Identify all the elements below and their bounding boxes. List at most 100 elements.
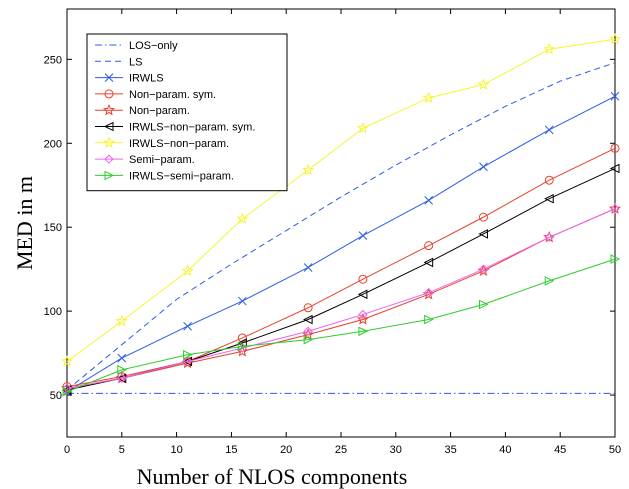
data-point xyxy=(358,274,368,284)
data-point xyxy=(303,314,313,325)
data-point xyxy=(478,229,488,239)
data-point xyxy=(544,276,555,286)
data-point xyxy=(423,257,434,268)
x-tick-label: 25 xyxy=(335,444,347,456)
series-2 xyxy=(62,91,620,397)
data-point xyxy=(357,289,368,300)
series-1 xyxy=(66,62,616,391)
data-point xyxy=(609,163,620,174)
data-point xyxy=(544,193,554,204)
data-point xyxy=(610,143,620,153)
x-tick-label: 0 xyxy=(64,444,70,456)
legend-label: Semi−param. xyxy=(129,154,195,166)
series-line xyxy=(66,38,616,362)
legend-label: IRWLS−semi−param. xyxy=(129,170,234,182)
data-point xyxy=(183,349,193,360)
data-point xyxy=(182,356,193,367)
data-point xyxy=(237,333,247,343)
series-line xyxy=(66,258,616,393)
data-point xyxy=(477,78,490,90)
data-point xyxy=(104,154,114,164)
y-tick-label: 150 xyxy=(44,222,62,234)
y-tick-label: 250 xyxy=(44,54,62,66)
series-line xyxy=(66,62,616,391)
x-axis-title: Number of NLOS components xyxy=(137,464,408,489)
data-point xyxy=(238,296,247,306)
data-point xyxy=(104,73,114,82)
y-tick-label: 100 xyxy=(44,306,62,318)
data-point xyxy=(608,202,622,214)
x-tick-label: 20 xyxy=(280,444,292,456)
series-6 xyxy=(60,32,622,367)
data-point xyxy=(117,365,127,375)
data-point xyxy=(478,212,488,222)
data-point xyxy=(424,195,434,205)
data-point xyxy=(424,241,434,251)
data-point xyxy=(610,254,621,264)
data-point xyxy=(303,326,313,336)
series-line xyxy=(66,208,616,389)
data-point xyxy=(102,136,116,148)
data-point xyxy=(303,334,314,345)
data-point xyxy=(544,232,554,242)
legend-label: Non−param. xyxy=(129,105,190,117)
data-point xyxy=(117,353,127,363)
y-tick-label: 200 xyxy=(44,138,62,150)
data-point xyxy=(424,314,434,325)
legend-entry: IRWLS xyxy=(95,73,164,85)
data-point xyxy=(543,42,556,55)
data-point xyxy=(610,91,620,101)
data-point xyxy=(303,263,313,272)
data-point xyxy=(103,121,114,132)
data-point xyxy=(183,321,192,331)
data-point xyxy=(181,264,194,276)
data-point xyxy=(237,341,248,352)
legend-entry: IRWLS−non−param. xyxy=(95,136,229,150)
data-point xyxy=(237,338,247,348)
legend-entry: Non−param. sym. xyxy=(95,89,216,101)
data-point xyxy=(358,326,369,337)
data-point xyxy=(422,91,435,104)
x-tick-label: 50 xyxy=(609,444,621,456)
data-point xyxy=(356,313,369,325)
legend-label: IRWLS−non−param. xyxy=(129,138,229,150)
data-point xyxy=(302,328,315,340)
plot-content xyxy=(60,32,622,397)
data-point xyxy=(356,121,369,134)
legend-label: IRWLS xyxy=(129,73,164,85)
data-point xyxy=(104,89,114,99)
legend-entry: IRWLS−semi−param. xyxy=(95,170,234,182)
data-point xyxy=(423,287,434,298)
x-tick-label: 30 xyxy=(390,444,402,456)
legend-label: IRWLS−non−param. sym. xyxy=(129,122,255,134)
data-point xyxy=(62,383,72,394)
series-8 xyxy=(62,254,621,397)
series-line xyxy=(66,95,616,393)
legend-label: Non−param. sym. xyxy=(129,89,216,101)
data-point xyxy=(117,373,127,383)
data-point xyxy=(358,309,368,320)
data-point xyxy=(102,103,116,116)
x-tick-label: 40 xyxy=(499,444,511,456)
data-point xyxy=(478,299,489,310)
legend: LOS−only LS IRWLS Non−param. sym. Non−param.… xyxy=(86,33,288,192)
x-tick-label: 45 xyxy=(554,444,566,456)
data-point xyxy=(302,163,315,176)
y-tick-label: 50 xyxy=(50,390,62,402)
data-point xyxy=(358,231,368,240)
series-line xyxy=(66,208,616,389)
data-point xyxy=(104,170,115,181)
data-point xyxy=(544,125,554,135)
data-point xyxy=(115,314,128,327)
data-point xyxy=(608,32,622,45)
x-tick-label: 15 xyxy=(225,444,237,456)
legend-label: LS xyxy=(129,56,142,68)
data-point xyxy=(610,204,620,214)
series-7 xyxy=(62,204,620,394)
x-tick-label: 5 xyxy=(119,444,125,456)
legend-entry: LS xyxy=(95,56,142,68)
data-point xyxy=(479,162,488,172)
data-point xyxy=(236,212,249,224)
data-point xyxy=(62,386,73,397)
